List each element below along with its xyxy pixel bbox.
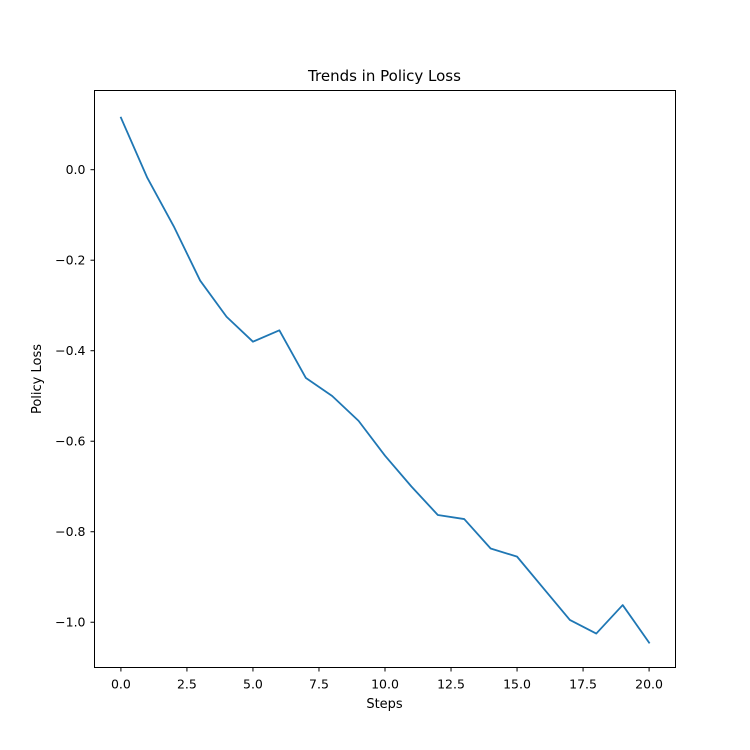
x-tick-label: 10.0 <box>371 677 399 692</box>
x-tick-label: 15.0 <box>503 677 531 692</box>
x-axis-label: Steps <box>366 697 403 712</box>
x-tick-label: 20.0 <box>635 677 663 692</box>
y-tick-label: −0.4 <box>55 343 85 358</box>
plot-frame <box>94 90 676 668</box>
y-axis: 0.0 −0.2 −0.4 −0.6 −0.8 −1.0 <box>55 162 95 630</box>
x-tick-label: 12.5 <box>437 677 465 692</box>
plot-area <box>119 116 651 644</box>
y-tick-label: 0.0 <box>66 162 86 177</box>
x-tick-label: 17.5 <box>569 677 597 692</box>
y-tick-label: −0.2 <box>55 253 85 268</box>
x-tick-label: 7.5 <box>309 677 329 692</box>
x-axis: 0.0 2.5 5.0 7.5 10.0 12.5 15.0 17.5 20.0 <box>111 667 663 692</box>
x-tick-label: 5.0 <box>243 677 263 692</box>
x-tick-label: 2.5 <box>177 677 197 692</box>
chart-title: Trends in Policy Loss <box>307 67 461 85</box>
y-tick-label: −1.0 <box>55 615 85 630</box>
y-tick-label: −0.8 <box>55 524 85 539</box>
y-tick-label: −0.6 <box>55 434 85 449</box>
y-axis-label: Policy Loss <box>30 344 45 414</box>
x-tick-label: 0.0 <box>111 677 131 692</box>
series-line <box>119 116 651 644</box>
